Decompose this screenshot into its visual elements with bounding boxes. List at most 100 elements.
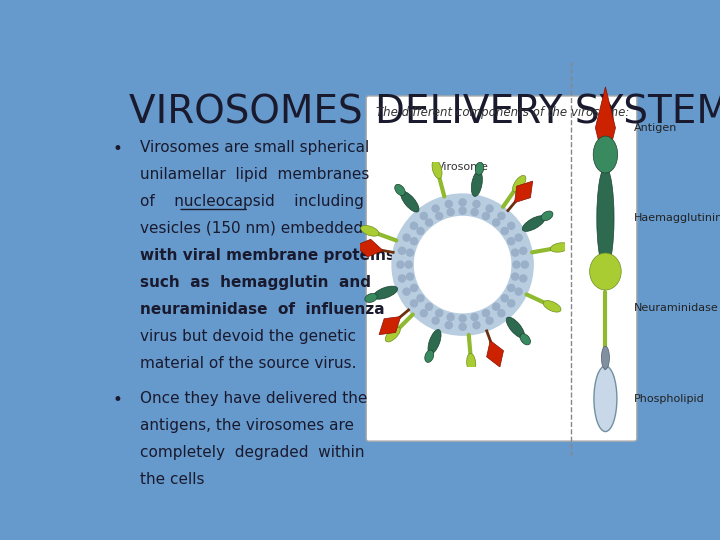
Text: such  as  hemagglutin  and: such as hemagglutin and — [140, 275, 372, 290]
Circle shape — [436, 213, 443, 220]
Circle shape — [459, 207, 466, 214]
Circle shape — [471, 314, 478, 321]
Circle shape — [397, 261, 404, 268]
Circle shape — [498, 310, 505, 317]
Circle shape — [410, 285, 418, 292]
Text: Once they have delivered the: Once they have delivered the — [140, 391, 368, 406]
Text: Antigen: Antigen — [634, 123, 678, 133]
Text: Neuraminidase: Neuraminidase — [634, 303, 719, 313]
Circle shape — [392, 194, 533, 335]
Circle shape — [417, 227, 424, 234]
Ellipse shape — [365, 293, 377, 302]
Polygon shape — [379, 316, 401, 335]
Polygon shape — [487, 341, 503, 367]
Ellipse shape — [550, 242, 570, 252]
Circle shape — [410, 300, 418, 307]
Polygon shape — [595, 87, 616, 169]
Circle shape — [405, 261, 413, 268]
Circle shape — [515, 234, 522, 241]
Circle shape — [601, 346, 609, 369]
Circle shape — [447, 208, 454, 215]
Circle shape — [445, 200, 452, 207]
Text: •: • — [112, 391, 122, 409]
Text: unilamellar  lipid  membranes: unilamellar lipid membranes — [140, 167, 369, 181]
Circle shape — [459, 323, 466, 330]
Circle shape — [508, 238, 515, 245]
Ellipse shape — [432, 160, 442, 179]
Ellipse shape — [590, 253, 621, 290]
Text: VIROSOMES DELIVERY SYSTEMS: VIROSOMES DELIVERY SYSTEMS — [129, 94, 720, 132]
Circle shape — [513, 261, 520, 268]
Circle shape — [445, 322, 452, 329]
Circle shape — [398, 247, 405, 254]
Ellipse shape — [467, 353, 476, 373]
Text: Virosome: Virosome — [436, 162, 489, 172]
Ellipse shape — [541, 211, 553, 221]
Circle shape — [426, 219, 433, 226]
Circle shape — [420, 310, 428, 317]
Ellipse shape — [361, 226, 379, 236]
Circle shape — [508, 222, 515, 230]
Circle shape — [410, 222, 418, 230]
Circle shape — [471, 208, 478, 215]
Circle shape — [501, 227, 508, 234]
Circle shape — [403, 288, 410, 295]
Circle shape — [515, 288, 522, 295]
Circle shape — [426, 303, 433, 310]
Text: antigens, the virosomes are: antigens, the virosomes are — [140, 418, 354, 433]
Circle shape — [415, 217, 510, 313]
Circle shape — [512, 249, 518, 256]
Text: completely  degraded  within: completely degraded within — [140, 446, 365, 460]
Ellipse shape — [373, 286, 397, 299]
Circle shape — [594, 366, 617, 431]
Circle shape — [520, 275, 527, 282]
Ellipse shape — [425, 350, 433, 362]
Ellipse shape — [506, 317, 524, 338]
Circle shape — [420, 212, 428, 219]
Text: of    nucleocapsid    including: of nucleocapsid including — [140, 194, 364, 208]
Text: •: • — [112, 140, 122, 158]
Circle shape — [459, 199, 466, 206]
Ellipse shape — [543, 301, 561, 312]
Circle shape — [521, 261, 528, 268]
Text: Phospholipid: Phospholipid — [634, 394, 705, 404]
Text: the cells: the cells — [140, 472, 204, 487]
Text: vesicles (150 nm) embedded: vesicles (150 nm) embedded — [140, 221, 364, 236]
Circle shape — [447, 314, 454, 321]
Text: neuraminidase  of  influenza: neuraminidase of influenza — [140, 302, 385, 317]
Text: Virosomes are small spherical: Virosomes are small spherical — [140, 140, 369, 154]
Circle shape — [432, 205, 439, 212]
Circle shape — [459, 315, 466, 322]
Ellipse shape — [385, 327, 400, 342]
Ellipse shape — [395, 184, 405, 195]
Circle shape — [473, 322, 480, 329]
Circle shape — [410, 238, 418, 245]
FancyBboxPatch shape — [366, 96, 637, 441]
Ellipse shape — [593, 136, 618, 173]
Circle shape — [436, 309, 443, 316]
Ellipse shape — [401, 191, 419, 212]
Ellipse shape — [475, 162, 484, 175]
Text: Haemagglutinin: Haemagglutinin — [634, 213, 720, 223]
Ellipse shape — [597, 167, 614, 269]
Ellipse shape — [520, 334, 531, 345]
Circle shape — [486, 205, 493, 212]
Ellipse shape — [472, 171, 482, 197]
Circle shape — [407, 273, 413, 280]
Circle shape — [482, 213, 490, 220]
Circle shape — [407, 249, 413, 256]
Polygon shape — [355, 239, 383, 257]
Circle shape — [492, 219, 500, 226]
Ellipse shape — [513, 176, 526, 192]
Circle shape — [473, 200, 480, 207]
Circle shape — [417, 295, 424, 302]
Circle shape — [482, 309, 490, 316]
Circle shape — [501, 295, 508, 302]
Text: The different components of the virosome:: The different components of the virosome… — [376, 105, 629, 119]
Text: virus but devoid the genetic: virus but devoid the genetic — [140, 329, 356, 344]
Circle shape — [508, 285, 515, 292]
Ellipse shape — [522, 216, 545, 231]
Circle shape — [403, 234, 410, 241]
Ellipse shape — [428, 329, 441, 354]
Circle shape — [520, 247, 527, 254]
